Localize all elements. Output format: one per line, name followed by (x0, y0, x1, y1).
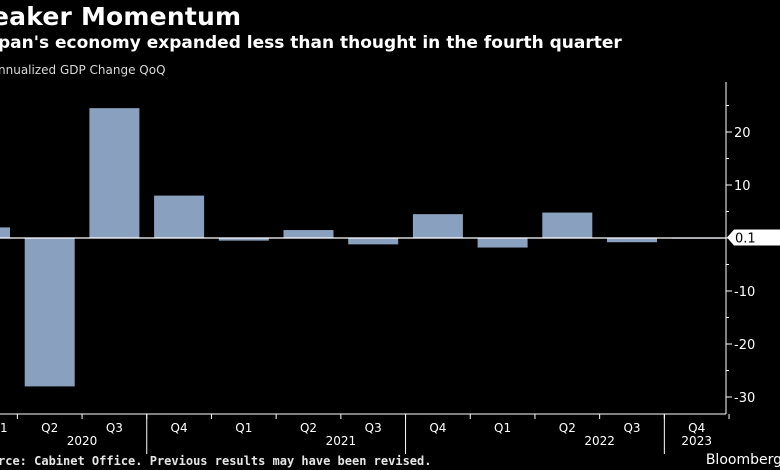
x-tick-label: Q3 (365, 421, 382, 435)
x-tick-label: Q2 (300, 421, 317, 435)
y-tick-label: -30 (734, 391, 755, 406)
bar-0 (0, 227, 10, 238)
y-tick-label: -10 (734, 285, 755, 300)
bar-3 (154, 195, 205, 238)
bar-5 (283, 230, 334, 238)
x-tick-label: Q4 (171, 421, 188, 435)
chart-title: eaker Momentum (0, 2, 242, 31)
year-label: 2021 (326, 434, 357, 448)
bar-9 (542, 212, 593, 238)
bar-10 (607, 238, 657, 243)
bar-8 (477, 238, 528, 248)
x-tick-label: Q4 (429, 421, 446, 435)
x-tick-label: Q3 (623, 421, 640, 435)
year-label: 2023 (681, 434, 712, 448)
x-tick-label: Q2 (559, 421, 576, 435)
x-tick-label: 1 (0, 421, 8, 435)
bar-6 (348, 238, 399, 245)
x-tick-label: Q2 (41, 421, 58, 435)
x-tick-label: Q3 (106, 421, 123, 435)
x-tick-label: Q4 (688, 421, 705, 435)
legend-label: nnualized GDP Change QoQ (0, 63, 166, 77)
bloomberg-logo: Bloomberg (705, 452, 780, 468)
chart-subtitle: pan's economy expanded less than thought… (0, 33, 622, 53)
bar-2 (89, 108, 140, 239)
source-note: rce: Cabinet Office. Previous results ma… (0, 454, 432, 468)
bar-4 (218, 238, 269, 241)
year-label: 2022 (584, 434, 615, 448)
y-tick-label: 10 (734, 179, 751, 194)
last-value-callout: 0.1 (727, 229, 780, 246)
x-tick-label: Q1 (494, 421, 511, 435)
last-value-label: 0.1 (735, 231, 756, 246)
bar-7 (412, 214, 463, 238)
y-tick-label: -20 (734, 338, 755, 353)
y-tick-label: 20 (734, 126, 751, 141)
year-label: 2020 (67, 434, 98, 448)
bar-1 (24, 238, 75, 387)
x-tick-label: Q1 (235, 421, 252, 435)
